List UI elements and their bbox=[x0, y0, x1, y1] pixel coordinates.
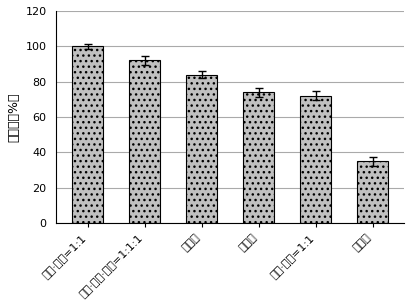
Bar bbox=[300, 96, 331, 223]
Bar bbox=[186, 75, 217, 223]
Y-axis label: 成活率（%）: 成活率（%） bbox=[7, 92, 20, 142]
Bar bbox=[357, 161, 388, 223]
Bar bbox=[129, 61, 160, 223]
Bar bbox=[243, 92, 274, 223]
Bar bbox=[72, 46, 104, 223]
